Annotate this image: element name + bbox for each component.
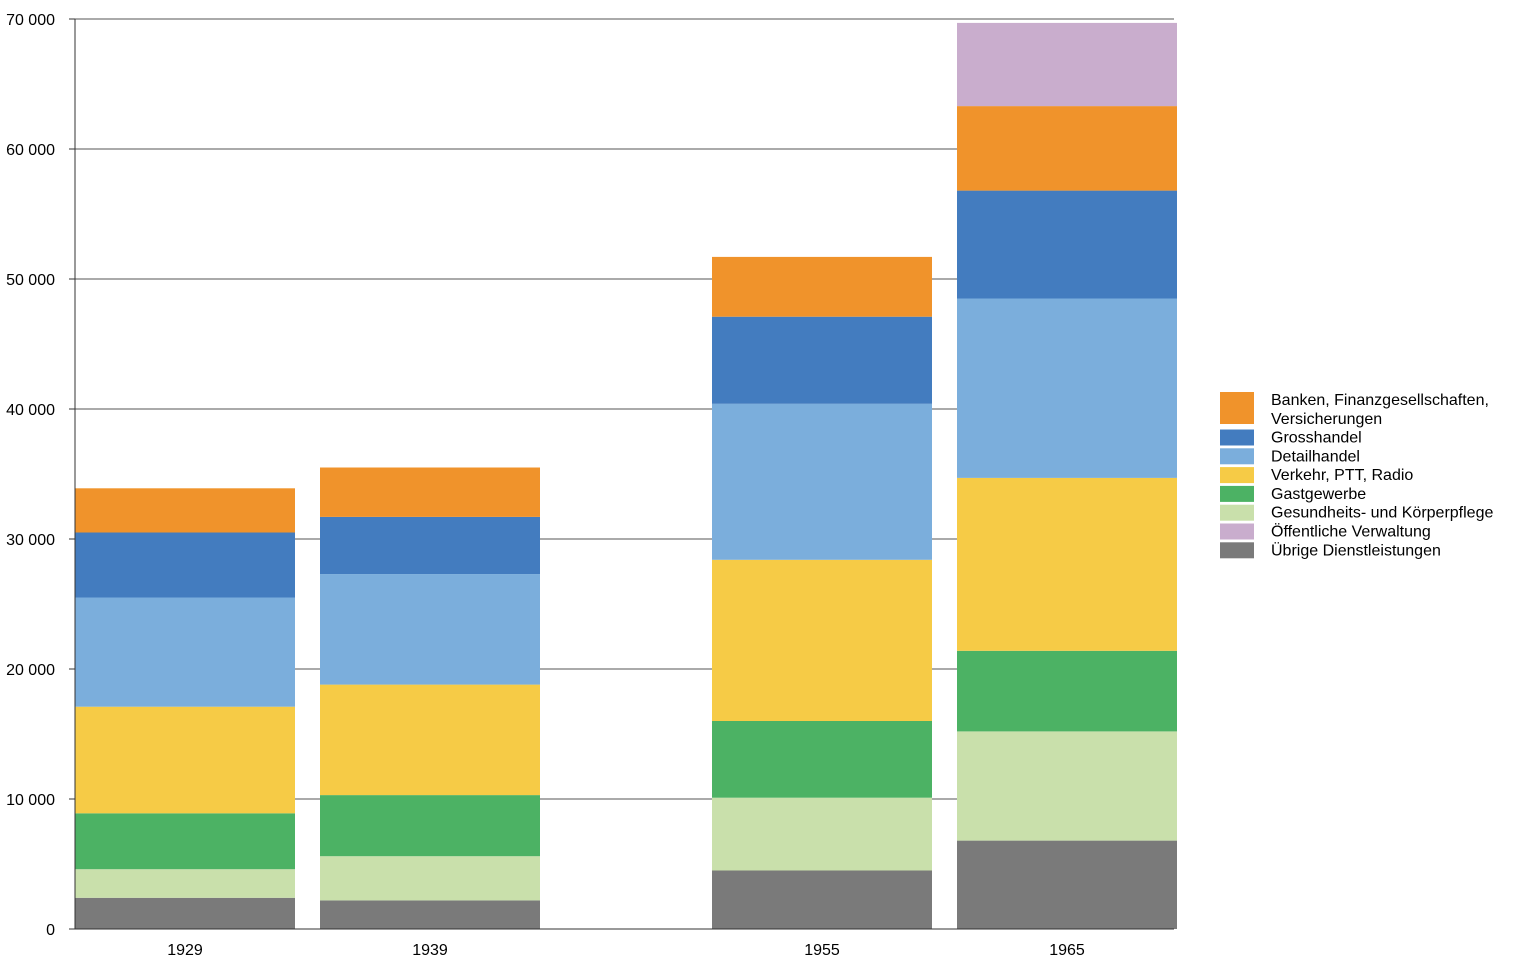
legend-swatch	[1220, 392, 1254, 424]
bar-segment-1929-4	[75, 597, 295, 707]
bar-segment-1929-5	[75, 532, 295, 598]
y-tick-label: 70 000	[6, 12, 55, 29]
legend-swatch	[1220, 523, 1254, 540]
bar-segment-1955-0	[712, 870, 932, 929]
bar-segment-1939-2	[320, 795, 540, 857]
bar-segment-1955-5	[712, 316, 932, 404]
bar-segment-1929-0	[75, 897, 295, 929]
bar-segment-1965-5	[957, 190, 1177, 299]
bars	[75, 22, 1177, 929]
y-tick-label: 60 000	[6, 142, 55, 159]
legend-label: Öffentliche Verwaltung	[1271, 523, 1431, 541]
bar-segment-1965-6	[957, 106, 1177, 191]
legend: Banken, Finanzgesellschaften, Versicherun…	[1220, 392, 1493, 559]
legend-swatch	[1220, 467, 1254, 484]
axes: 0 10 000 20 000 30 000 40 000 50 000 60 000 70 …	[6, 12, 1174, 959]
bar-segment-1929-3	[75, 706, 295, 814]
bar-segment-1965-4	[957, 298, 1177, 478]
legend-swatch	[1220, 504, 1254, 521]
legend-label: Gastgewerbe	[1271, 486, 1366, 503]
legend-label: Versicherungen	[1271, 411, 1382, 428]
legend-swatch	[1220, 542, 1254, 559]
x-tick-label: 1965	[1049, 942, 1085, 959]
legend-label: Grosshandel	[1271, 430, 1362, 447]
y-tick-label: 20 000	[6, 662, 55, 679]
x-tick-label: 1955	[804, 942, 840, 959]
bar-segment-1965-1	[957, 731, 1177, 841]
bar-segment-1939-5	[320, 516, 540, 575]
x-tick-label: 1939	[412, 942, 448, 959]
bar-segment-1955-3	[712, 559, 932, 721]
legend-label: Banken, Finanzgesellschaften,	[1271, 392, 1489, 409]
legend-swatch	[1220, 448, 1254, 465]
bar-segment-1955-2	[712, 721, 932, 798]
legend-swatch	[1220, 485, 1254, 502]
bar-segment-1965-0	[957, 840, 1177, 929]
y-tick-label: 30 000	[6, 532, 55, 549]
bar-segment-1955-4	[712, 403, 932, 560]
legend-label: Verkehr, PTT, Radio	[1271, 467, 1413, 484]
bar-segment-1955-6	[712, 256, 932, 317]
bar-segment-1929-6	[75, 488, 295, 533]
bar-segment-1929-2	[75, 813, 295, 870]
bar-segment-1965-7	[957, 22, 1177, 107]
x-tick-label: 1929	[167, 942, 203, 959]
y-tick-label: 50 000	[6, 272, 55, 289]
bar-segment-1965-3	[957, 477, 1177, 651]
bar-segment-1955-1	[712, 797, 932, 871]
bar-segment-1939-1	[320, 856, 540, 901]
bar-segment-1939-6	[320, 467, 540, 517]
bar-segment-1939-0	[320, 900, 540, 929]
y-tick-label: 40 000	[6, 402, 55, 419]
legend-label: Übrige Dienstleistungen	[1271, 541, 1441, 559]
legend-label: Detailhandel	[1271, 448, 1360, 465]
bar-segment-1939-3	[320, 684, 540, 796]
y-tick-label: 10 000	[6, 792, 55, 809]
bar-segment-1965-2	[957, 650, 1177, 732]
bar-segment-1929-1	[75, 869, 295, 898]
y-tick-label: 0	[46, 922, 55, 939]
bar-segment-1939-4	[320, 574, 540, 685]
legend-label: Gesundheits- und Körperpflege	[1271, 505, 1493, 522]
legend-swatch	[1220, 429, 1254, 446]
